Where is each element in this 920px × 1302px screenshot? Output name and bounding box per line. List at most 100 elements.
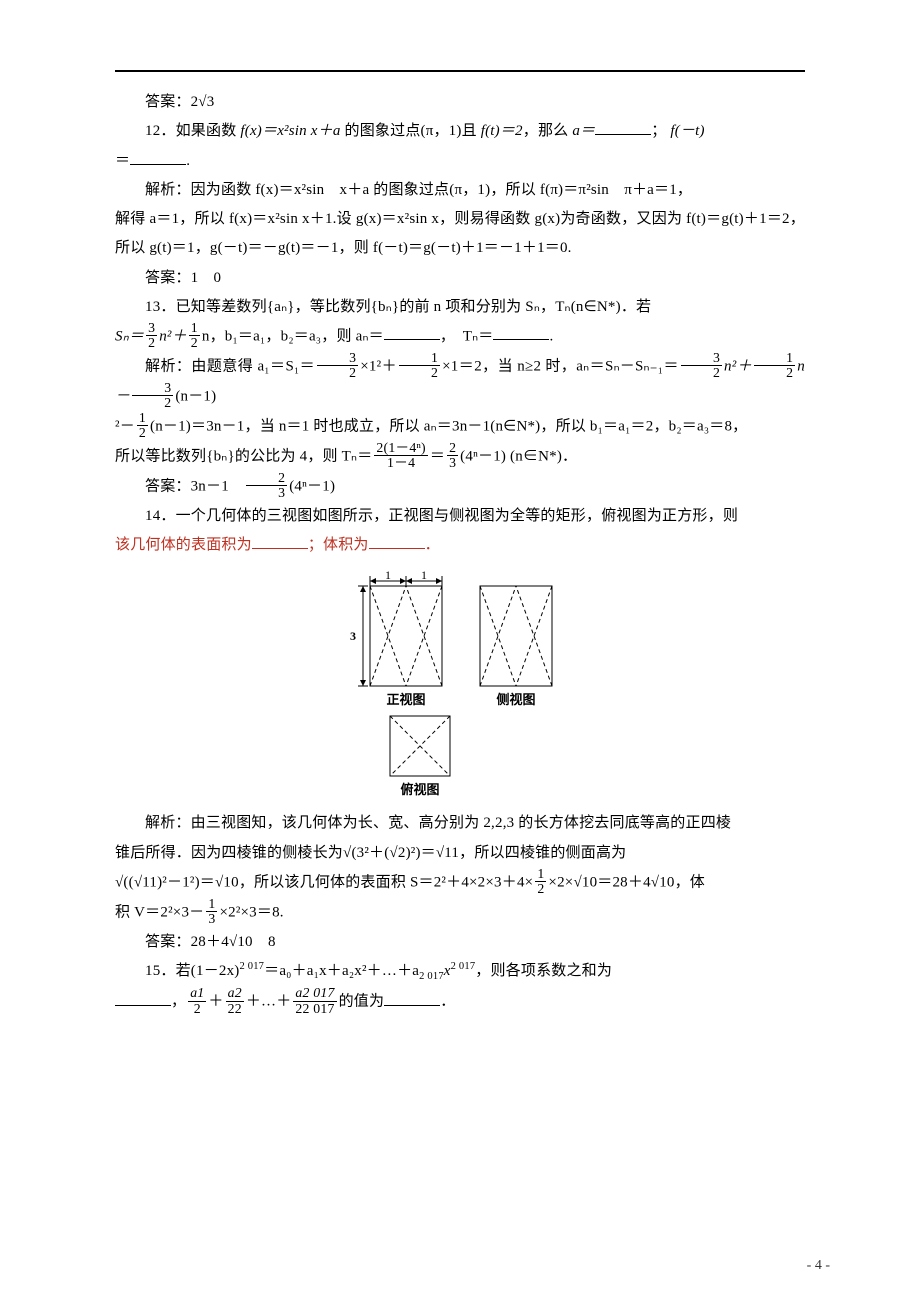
q15-2a: ，: [171, 994, 186, 1010]
sol14-l2: 锥后所得．因为四棱锥的侧棱长为√(3²＋(√2)²)＝√11，所以四棱锥的侧面高…: [115, 839, 805, 868]
label-front: 正视图: [386, 692, 425, 707]
q15-s1: 2 017: [419, 971, 444, 982]
t2b: (n－1)＝3n－1，当 n＝1 时也成立，所以 aₙ＝3n－1(n∈N*)，所…: [150, 418, 747, 434]
num: 3: [132, 381, 173, 396]
num: a1: [188, 986, 206, 1001]
q12-fmt: f(－t): [670, 123, 704, 139]
num: 3: [681, 351, 722, 366]
den: 2: [754, 366, 795, 380]
frac-1-2: 12: [189, 321, 200, 351]
dim-3: 3: [350, 629, 356, 643]
q15-e1: 2 017: [240, 961, 265, 972]
q15-2c: ＋…＋: [246, 994, 292, 1010]
t2a: ²－: [115, 418, 135, 434]
q15-a: 若(1－2x): [176, 963, 240, 979]
answer-label: 答案：: [145, 478, 191, 494]
q12-line1: 12．如果函数 f(x)＝x²sin x＋a 的图象过点(π，1)且 f(t)＝…: [115, 117, 805, 146]
sol13-l3: 所以等比数列{bₙ}的公比为 4，则 Tₙ＝2(1－4ⁿ)1－4＝23(4ⁿ－1…: [115, 442, 805, 472]
blank: [595, 121, 651, 136]
num: 1: [189, 321, 200, 336]
frac-2-3: 23: [246, 471, 287, 501]
sol12-t2: 解得 a＝1，所以 f(x)＝x²sin x＋1.设 g(x)＝x²sin x，…: [115, 211, 805, 256]
s14-t3c: ×2×√10＝28＋4√10，体: [548, 874, 705, 890]
q14-p: ．: [425, 537, 440, 553]
period: .: [549, 328, 553, 344]
den: 22 017: [293, 1002, 336, 1016]
three-view-diagram: 1 1 3 正视图 侧视: [115, 568, 805, 803]
frac-3-2: 32: [132, 381, 173, 411]
label-side: 侧视图: [496, 692, 535, 707]
q12-num: 12．: [145, 123, 176, 139]
sol14-l1: 解析：由三视图知，该几何体为长、宽、高分别为 2,2,3 的长方体挖去同底等高的…: [115, 809, 805, 838]
t1d: n²＋: [724, 358, 752, 374]
t1c: ×1＝2，当 n≥2 时，aₙ＝Sₙ－Sₙ₋₁＝: [442, 358, 679, 374]
page: 答案：2√3 12．如果函数 f(x)＝x²sin x＋a 的图象过点(π，1)…: [0, 0, 920, 1302]
answer-value: 2√3: [191, 94, 215, 110]
t3a: 所以等比数列{bₙ}的公比为 4，则 Tₙ＝: [115, 448, 372, 464]
frac-1-2: 12: [137, 411, 148, 441]
s14-t4a: 积 V＝2²×3－: [115, 904, 204, 920]
num: 2: [447, 441, 458, 456]
q15-2b: ＋: [208, 994, 223, 1010]
q15-num: 15．: [145, 963, 176, 979]
ans14: 答案：28＋4√10 8: [115, 928, 805, 957]
num: 3: [317, 351, 358, 366]
top-view: 俯视图: [390, 716, 450, 797]
blank: [115, 991, 171, 1006]
q13-d: ， Tₙ＝: [440, 328, 494, 344]
sol-label: 解析：: [145, 815, 191, 831]
s14-t2a: 锥后所得．因为四棱锥的侧棱长为: [115, 845, 343, 861]
num: 1: [137, 411, 148, 426]
t1b: ×1²＋: [360, 358, 397, 374]
dim-1a: 1: [385, 568, 391, 582]
num: 3: [146, 321, 157, 336]
answer-11: 答案：2√3: [115, 88, 805, 117]
q13-c: n，b₁＝a₁，b₂＝a₃，则 aₙ＝: [202, 328, 384, 344]
ans12-val: 1 0: [191, 270, 222, 286]
q14-num: 14．: [145, 508, 176, 524]
q12-t1: 如果函数: [176, 123, 241, 139]
den: 2: [317, 366, 358, 380]
den: 2: [189, 336, 200, 350]
den: 1－4: [374, 456, 427, 470]
num: a2 017: [293, 986, 336, 1001]
den: 2: [188, 1002, 206, 1016]
sol14-l4: 积 V＝2²×3－13×2²×3＝8.: [115, 898, 805, 928]
q13-t1: 已知等差数列{aₙ}，等比数列{bₙ}的前 n 项和分别为 Sₙ，Tₙ(n∈N*…: [176, 299, 652, 315]
q13-l1: 13．已知等差数列{aₙ}，等比数列{bₙ}的前 n 项和分别为 Sₙ，Tₙ(n…: [115, 293, 805, 322]
blank: [130, 150, 186, 165]
front-view: 1 1 3 正视图: [350, 568, 442, 707]
den: 2: [535, 882, 546, 896]
den: 2: [399, 366, 440, 380]
sol-label: 解析：: [145, 182, 191, 198]
num: 1: [754, 351, 795, 366]
den: 2: [681, 366, 722, 380]
q15-b: ＝a₀＋a₁x＋a₂x²＋…＋a: [264, 963, 419, 979]
label-top: 俯视图: [400, 782, 439, 797]
q12-a: a＝: [572, 123, 595, 139]
num: a2: [226, 986, 244, 1001]
q12-ft: f(t)＝2: [481, 123, 523, 139]
s14-sq1: √(3²＋(√2)²)＝√11: [343, 845, 459, 861]
answer-label: 答案：: [145, 934, 191, 950]
den: 2: [146, 336, 157, 350]
frac-a2017: a2 01722 017: [293, 986, 336, 1016]
q13-sn: Sₙ＝: [115, 328, 144, 344]
q15-c: x: [444, 963, 451, 979]
sol12-l1: 解析：因为函数 f(x)＝x²sin x＋a 的图象过点(π，1)，所以 f(π…: [115, 176, 805, 205]
blank: [384, 326, 440, 341]
blank: [369, 535, 425, 550]
num: 2: [246, 471, 287, 486]
blank: [384, 991, 440, 1006]
ans13: 答案：3n－1 23(4ⁿ－1): [115, 472, 805, 502]
q12-fx: f(x)＝x²sin x＋a: [240, 123, 340, 139]
q14-t2b: ；体积为: [308, 537, 369, 553]
frac-1-2: 12: [754, 351, 795, 381]
frac-1-2: 12: [535, 867, 546, 897]
sol14-l3: √((√11)²－1²)＝√10，所以该几何体的表面积 S＝2²＋4×2×3＋4…: [115, 868, 805, 898]
q14-t1: 一个几何体的三视图如图所示，正视图与侧视图为全等的矩形，俯视图为正方形，则: [176, 508, 738, 524]
q15-p: ．: [440, 994, 455, 1010]
q12-eq: ＝: [115, 153, 130, 169]
q12-line2: ＝.: [115, 147, 805, 176]
q13-l2: Sₙ＝32n²＋12n，b₁＝a₁，b₂＝a₃，则 aₙ＝， Tₙ＝.: [115, 322, 805, 352]
